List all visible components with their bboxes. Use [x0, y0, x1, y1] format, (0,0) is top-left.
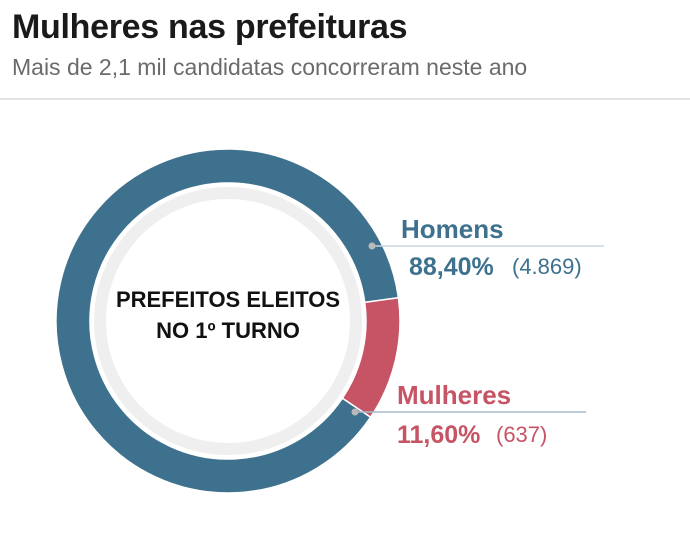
- slice-homens: [55, 148, 400, 494]
- leader-dot-homens: [368, 242, 376, 250]
- center-label-line-2: NO 1º TURNO: [156, 318, 300, 343]
- slice-mulheres: [341, 296, 401, 419]
- chart-subtitle: Mais de 2,1 mil candidatas concorreram n…: [12, 54, 528, 80]
- legend-name-homens: Homens: [401, 214, 504, 244]
- legend-percent-mulheres: 11,60%: [397, 421, 480, 449]
- inner-ring: [94, 187, 362, 455]
- legend-count-mulheres: (637): [496, 422, 547, 447]
- legend-count-homens: (4.869): [512, 254, 582, 279]
- legend-name-mulheres: Mulheres: [397, 380, 511, 410]
- center-label-line-1: PREFEITOS ELEITOS: [116, 287, 340, 312]
- leader-dot-mulheres: [351, 408, 359, 416]
- header-divider: [0, 98, 690, 100]
- legend-percent-homens: 88,40%: [409, 253, 494, 281]
- chart-title: Mulheres nas prefeituras: [12, 8, 408, 46]
